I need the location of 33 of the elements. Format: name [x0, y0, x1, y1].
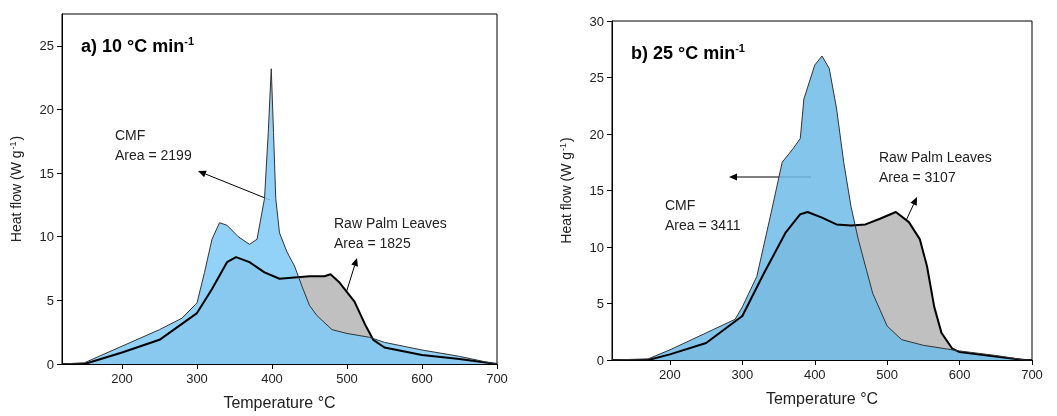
y-tick-label: 20: [589, 126, 604, 142]
y-tick-label: 10: [589, 239, 604, 255]
y-tick-label: 25: [39, 38, 54, 54]
y-tick-label: 30: [589, 13, 604, 29]
x-tick-label: 300: [186, 371, 208, 386]
x-tick-label: 200: [111, 371, 133, 386]
y-axis-title: Heat flow (W g-1): [7, 135, 24, 243]
y-tick-label: 15: [39, 165, 54, 181]
y-tick-label: 20: [39, 101, 54, 117]
y-axis-title: Heat flow (W g-1): [557, 137, 574, 244]
y-tick-label: 0: [46, 356, 54, 372]
x-tick-label: 700: [486, 371, 508, 386]
x-tick-label: 300: [731, 367, 754, 382]
x-tick-label: 600: [411, 371, 433, 386]
x-tick-label: 500: [336, 371, 358, 386]
y-tick-label: 15: [589, 183, 604, 198]
y-tick-label: 5: [596, 296, 604, 311]
y-tick-label: 5: [46, 292, 54, 308]
x-tick-label: 400: [261, 371, 283, 386]
x-tick-label: 700: [1021, 367, 1043, 382]
y-tick-label: 0: [596, 352, 604, 368]
annotation: Raw Palm Leaves Area = 1825: [334, 215, 447, 251]
y-tick-label: 10: [39, 229, 54, 245]
x-tick-label: 500: [876, 367, 899, 382]
x-axis-title: Temperature °C: [765, 389, 879, 407]
x-axis-title: Temperature °C: [223, 393, 336, 411]
x-tick-label: 600: [948, 367, 971, 382]
y-tick-label: 25: [589, 70, 604, 85]
annotation: CMF Area = 2199: [115, 127, 192, 163]
x-tick-label: 200: [659, 367, 681, 382]
x-tick-label: 400: [803, 367, 826, 382]
annotation: Raw Palm Leaves Area = 3107: [879, 149, 992, 185]
annotation: CMF Area = 3411: [665, 197, 741, 233]
